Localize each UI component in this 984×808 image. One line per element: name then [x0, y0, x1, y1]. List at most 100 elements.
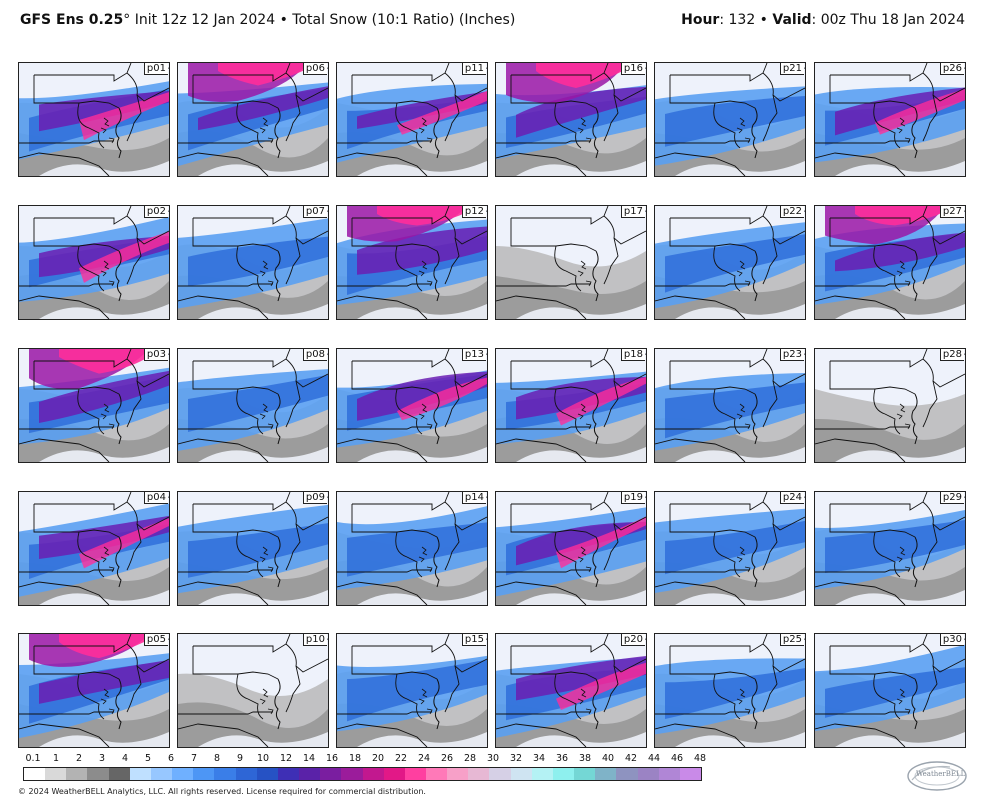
ensemble-panel-p04: p04 [18, 491, 170, 606]
colorbar-tick-label: 10 [256, 753, 270, 764]
colorbar-tick-label: 32 [509, 753, 523, 764]
ensemble-panel-p21: p21 [654, 62, 806, 177]
colorbar-swatch [468, 768, 490, 780]
product-title: GFS Ens 0.25° Init 12z 12 Jan 2024 • Tot… [20, 12, 515, 28]
colorbar-swatch [362, 768, 384, 780]
colorbar-tick-label: 20 [371, 753, 385, 764]
colorbar-swatch [552, 768, 575, 780]
init-time: Init 12z 12 Jan 2024 [130, 12, 276, 28]
panel-member-label: p09 [302, 492, 327, 504]
colorbar-swatch [45, 768, 67, 780]
ensemble-panel-p30: p30 [814, 633, 966, 748]
colorbar-swatch [404, 768, 426, 780]
valid-time-info: Hour: 132 • Valid: 00z Thu 18 Jan 2024 [681, 12, 965, 28]
ensemble-panel-p17: p17 [495, 205, 647, 320]
colorbar-tick-label: 40 [601, 753, 615, 764]
valid-label: Valid [772, 12, 812, 28]
panel-member-label: p13 [461, 349, 486, 361]
colorbar-tick-label: 36 [555, 753, 569, 764]
ensemble-panel-p01: p01 [18, 62, 170, 177]
panel-member-label: p25 [779, 634, 804, 646]
colorbar-swatch [510, 768, 532, 780]
panel-member-label: p17 [620, 206, 645, 218]
panel-member-label: p08 [302, 349, 327, 361]
colorbar-tick-label: 26 [440, 753, 454, 764]
colorbar-tick-label: 22 [394, 753, 408, 764]
colorbar-tick-label: 18 [348, 753, 362, 764]
panel-member-label: p30 [939, 634, 964, 646]
model-name: GFS Ens 0.25 [20, 12, 124, 28]
panel-member-label: p03 [143, 349, 168, 361]
colorbar-swatch [489, 768, 511, 780]
weatherbell-logo: WeatherBELL [906, 760, 968, 792]
colorbar-tick-label: 48 [693, 753, 707, 764]
hour-label: Hour [681, 12, 720, 28]
ensemble-panel-p22: p22 [654, 205, 806, 320]
panel-member-label: p21 [779, 63, 804, 75]
colorbar-tick-label: 0.1 [25, 753, 41, 764]
panel-member-label: p22 [779, 206, 804, 218]
colorbar-swatch [658, 768, 680, 780]
map-header: GFS Ens 0.25° Init 12z 12 Jan 2024 • Tot… [0, 0, 984, 40]
colorbar-tick-label: 3 [98, 753, 106, 764]
colorbar-swatch [637, 768, 659, 780]
ensemble-panel-p09: p09 [177, 491, 329, 606]
colorbar-swatch [320, 768, 342, 780]
ensemble-panel-p12: p12 [336, 205, 488, 320]
ensemble-panel-p14: p14 [336, 491, 488, 606]
colorbar-swatch [172, 768, 194, 780]
ensemble-panel-p28: p28 [814, 348, 966, 463]
colorbar-swatch [383, 768, 405, 780]
panel-member-label: p11 [461, 63, 486, 75]
colorbar-swatch [66, 768, 88, 780]
panel-member-label: p19 [620, 492, 645, 504]
panel-member-label: p10 [302, 634, 327, 646]
colorbar-swatch [447, 768, 469, 780]
colorbar-tick-label: 1 [52, 753, 60, 764]
colorbar-tick-label: 7 [190, 753, 198, 764]
colorbar-labels: 0.1 1 2 3 4 5 6 7 8 9 10 12 14 16 18 20 22 24 26 28 30 32 34 36… [23, 753, 723, 765]
colorbar-swatch [277, 768, 300, 780]
panel-member-label: p05 [143, 634, 168, 646]
colorbar-tick-label: 38 [578, 753, 592, 764]
colorbar-tick-label: 16 [325, 753, 339, 764]
colorbar-swatch [87, 768, 109, 780]
ensemble-panel-p06: p06 [177, 62, 329, 177]
ensemble-panel-p07: p07 [177, 205, 329, 320]
colorbar-swatch [616, 768, 638, 780]
panel-member-label: p26 [939, 63, 964, 75]
colorbar-swatch [24, 768, 46, 780]
panel-member-label: p02 [143, 206, 168, 218]
colorbar-tick-label: 4 [121, 753, 129, 764]
ensemble-panel-p25: p25 [654, 633, 806, 748]
colorbar-swatch [108, 768, 130, 780]
colorbar-tick-label: 44 [647, 753, 661, 764]
panel-member-label: p28 [939, 349, 964, 361]
ensemble-panel-p26: p26 [814, 62, 966, 177]
colorbar-tick-label: 6 [167, 753, 175, 764]
panel-member-label: p12 [461, 206, 486, 218]
colorbar-swatch [299, 768, 321, 780]
panel-member-label: p04 [143, 492, 168, 504]
colorbar-tick-label: 28 [463, 753, 477, 764]
colorbar-tick-label: 2 [75, 753, 83, 764]
panel-member-label: p14 [461, 492, 486, 504]
ensemble-panel-p19: p19 [495, 491, 647, 606]
colorbar-swatch [531, 768, 553, 780]
hour-value: : 132 [719, 12, 756, 28]
panel-member-label: p23 [779, 349, 804, 361]
colorbar-swatch [214, 768, 236, 780]
colorbar-swatch [425, 768, 448, 780]
colorbar-tick-label: 9 [236, 753, 244, 764]
ensemble-panel-p18: p18 [495, 348, 647, 463]
ensemble-panel-p23: p23 [654, 348, 806, 463]
ensemble-panel-grid: p01 p06 p11 p16 p21 p26 p02 p07 p12 p17 p22 p27 p03 p… [18, 62, 967, 750]
ensemble-panel-p02: p02 [18, 205, 170, 320]
ensemble-panel-p10: p10 [177, 633, 329, 748]
ensemble-panel-p20: p20 [495, 633, 647, 748]
ensemble-panel-p27: p27 [814, 205, 966, 320]
colorbar-tick-label: 12 [279, 753, 293, 764]
colorbar-swatch [595, 768, 617, 780]
ensemble-panel-p11: p11 [336, 62, 488, 177]
colorbar-tick-label: 42 [624, 753, 638, 764]
